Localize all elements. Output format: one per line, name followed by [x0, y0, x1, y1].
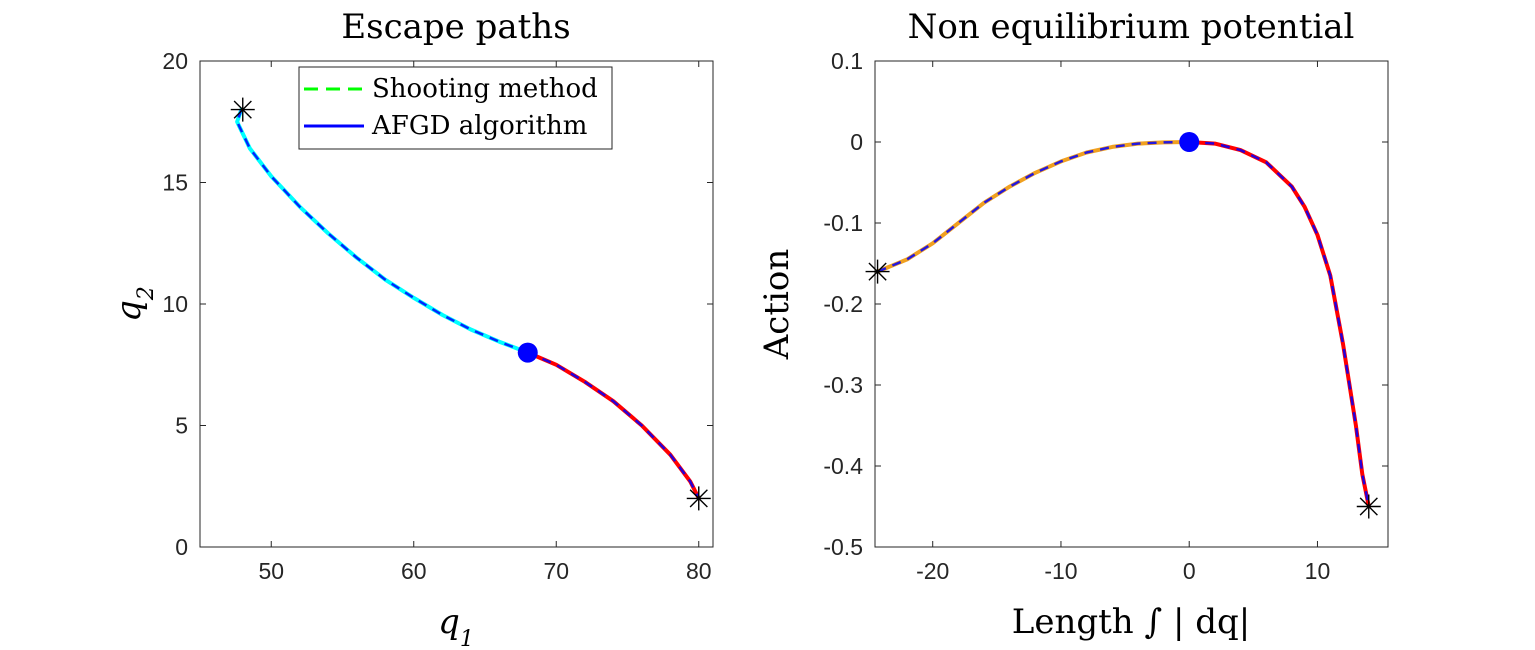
left-markers	[230, 97, 711, 511]
right-left-branch-afgd-overlay	[877, 140, 1190, 273]
non-equilibrium-potential-plot: -20 -10 0 10 -0.5 -0.4 -0.3 -0.2 -0.1 0 0.1 Non eq…	[757, 7, 1389, 642]
right-ytick-label: -0.2	[823, 291, 863, 317]
right-ticks: -20 -10 0 10 -0.5 -0.4 -0.3 -0.2 -0.1 0 0.1	[823, 48, 1388, 584]
right-saddle-point-marker	[1179, 132, 1200, 152]
left-right-branch-afgd-overlay	[527, 351, 700, 499]
left-ytick-label: 15	[162, 170, 188, 196]
left-xtick-label: 70	[543, 558, 569, 584]
left-stable-point-marker	[686, 486, 711, 511]
right-ytick-label: -0.4	[823, 453, 863, 479]
right-stable-point-marker	[1356, 494, 1381, 519]
left-ytick-label: 5	[175, 413, 188, 439]
right-stable-point-marker	[865, 259, 890, 284]
right-right-branch-afgd-overlay	[1189, 140, 1371, 507]
right-xlabel: Length ∫ | dq|	[1012, 602, 1251, 642]
right-axes-box	[874, 60, 1389, 548]
left-left-branch-afgd-overlay	[235, 109, 529, 354]
right-ytick-label: -0.1	[823, 210, 863, 236]
escape-paths-plot: 50 60 70 80 0 5 10 15 20 Escape paths q1 q2 Shoo…	[109, 7, 714, 650]
left-xtick-label: 60	[401, 558, 427, 584]
left-series	[235, 107, 701, 501]
right-left-branch-path	[875, 140, 1192, 274]
legend: Shooting method AFGD algorithm	[298, 66, 613, 150]
legend-shooting-label: Shooting method	[372, 74, 598, 104]
right-ytick-label: 0	[850, 129, 863, 155]
left-saddle-point-marker	[517, 342, 538, 363]
left-stable-point-marker	[230, 97, 255, 122]
right-ytick-label: -0.3	[823, 372, 863, 398]
right-xtick-label: 10	[1305, 558, 1331, 584]
right-ylabel: Action	[757, 249, 797, 361]
left-ylabel: q2	[109, 286, 159, 322]
legend-box	[298, 66, 613, 150]
right-right-branch-path	[1187, 140, 1371, 509]
left-title: Escape paths	[341, 7, 570, 47]
right-markers	[865, 132, 1381, 519]
right-xtick-label: -20	[916, 558, 949, 584]
right-xtick-label: -10	[1044, 558, 1077, 584]
left-ticks: 50 60 70 80 0 5 10 15 20	[162, 48, 713, 584]
left-ytick-label: 0	[175, 534, 188, 560]
left-xtick-label: 80	[686, 558, 712, 584]
left-ytick-label: 20	[162, 48, 188, 74]
right-title: Non equilibrium potential	[908, 7, 1355, 47]
left-right-branch-path	[525, 350, 701, 501]
right-series	[875, 140, 1371, 509]
left-xtick-label: 50	[258, 558, 284, 584]
left-xlabel: q1	[438, 602, 474, 650]
left-ytick-label: 10	[162, 291, 188, 317]
right-ytick-label: 0.1	[831, 48, 863, 74]
right-ytick-label: -0.5	[823, 534, 863, 560]
legend-afgd-label: AFGD algorithm	[371, 111, 587, 141]
right-xtick-label: 0	[1183, 558, 1196, 584]
